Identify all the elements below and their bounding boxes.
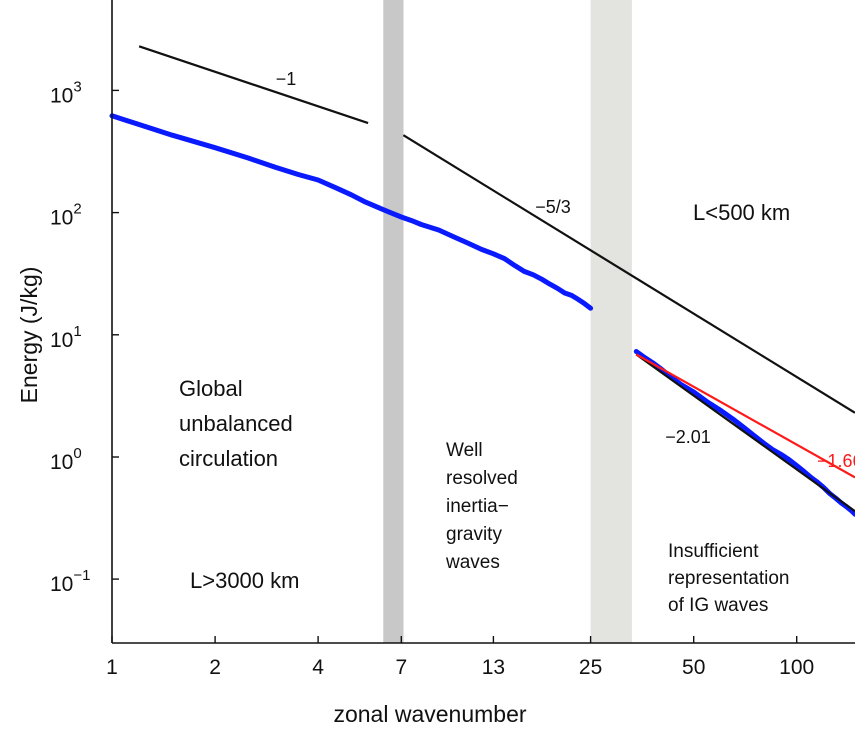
y-tick-label-3: 102 bbox=[50, 201, 82, 230]
slope-label-minus-1: −1 bbox=[276, 69, 297, 89]
x-tick-label-3: 7 bbox=[395, 656, 407, 679]
x-tick-label-1: 2 bbox=[209, 656, 221, 679]
slope-label-minus-5-3: −5/3 bbox=[535, 197, 571, 217]
x-tick-label-4: 13 bbox=[482, 656, 505, 679]
region-mid-description: Well resolved inertia− gravity waves bbox=[445, 440, 523, 573]
spectrum-series-line-0 bbox=[109, 113, 594, 311]
slope-label-minus-2-01: −2.01 bbox=[665, 427, 711, 447]
shaded-band-1 bbox=[590, 0, 632, 643]
slope-label-minus-1-66: −1.66 bbox=[817, 451, 855, 471]
y-tick-label-4: 103 bbox=[50, 78, 82, 107]
x-tick-label-5: 25 bbox=[579, 656, 602, 679]
x-tick-label-7: 100 bbox=[779, 656, 814, 679]
region-left-scale: L>3000 km bbox=[190, 568, 299, 593]
axis-ticks: 1 2 4 7 13 25 50 100 10−1 100 101 102 103 bbox=[50, 78, 814, 679]
reference-line-2 bbox=[635, 353, 855, 513]
slope-reference-lines bbox=[138, 45, 855, 513]
region-right-description: Insufficient representation of IG waves bbox=[668, 541, 795, 616]
reference-line-3 bbox=[635, 353, 855, 479]
y-tick-label-1: 100 bbox=[50, 445, 82, 474]
x-tick-label-0: 1 bbox=[106, 656, 118, 679]
region-left-description: Global unbalanced circulation bbox=[179, 376, 299, 471]
x-tick-label-2: 4 bbox=[312, 656, 324, 679]
y-tick-label-0: 10−1 bbox=[50, 567, 90, 596]
y-axis-title: Energy (J/kg) bbox=[16, 267, 42, 404]
reference-line-0 bbox=[138, 45, 369, 125]
reference-line-1 bbox=[402, 134, 855, 414]
y-tick-label-2: 101 bbox=[50, 323, 82, 352]
x-axis-title: zonal wavenumber bbox=[333, 701, 526, 727]
x-tick-label-6: 50 bbox=[682, 656, 705, 679]
region-right-scale: L<500 km bbox=[693, 200, 790, 225]
shaded-bands bbox=[383, 0, 632, 643]
shaded-band-0 bbox=[383, 0, 404, 643]
